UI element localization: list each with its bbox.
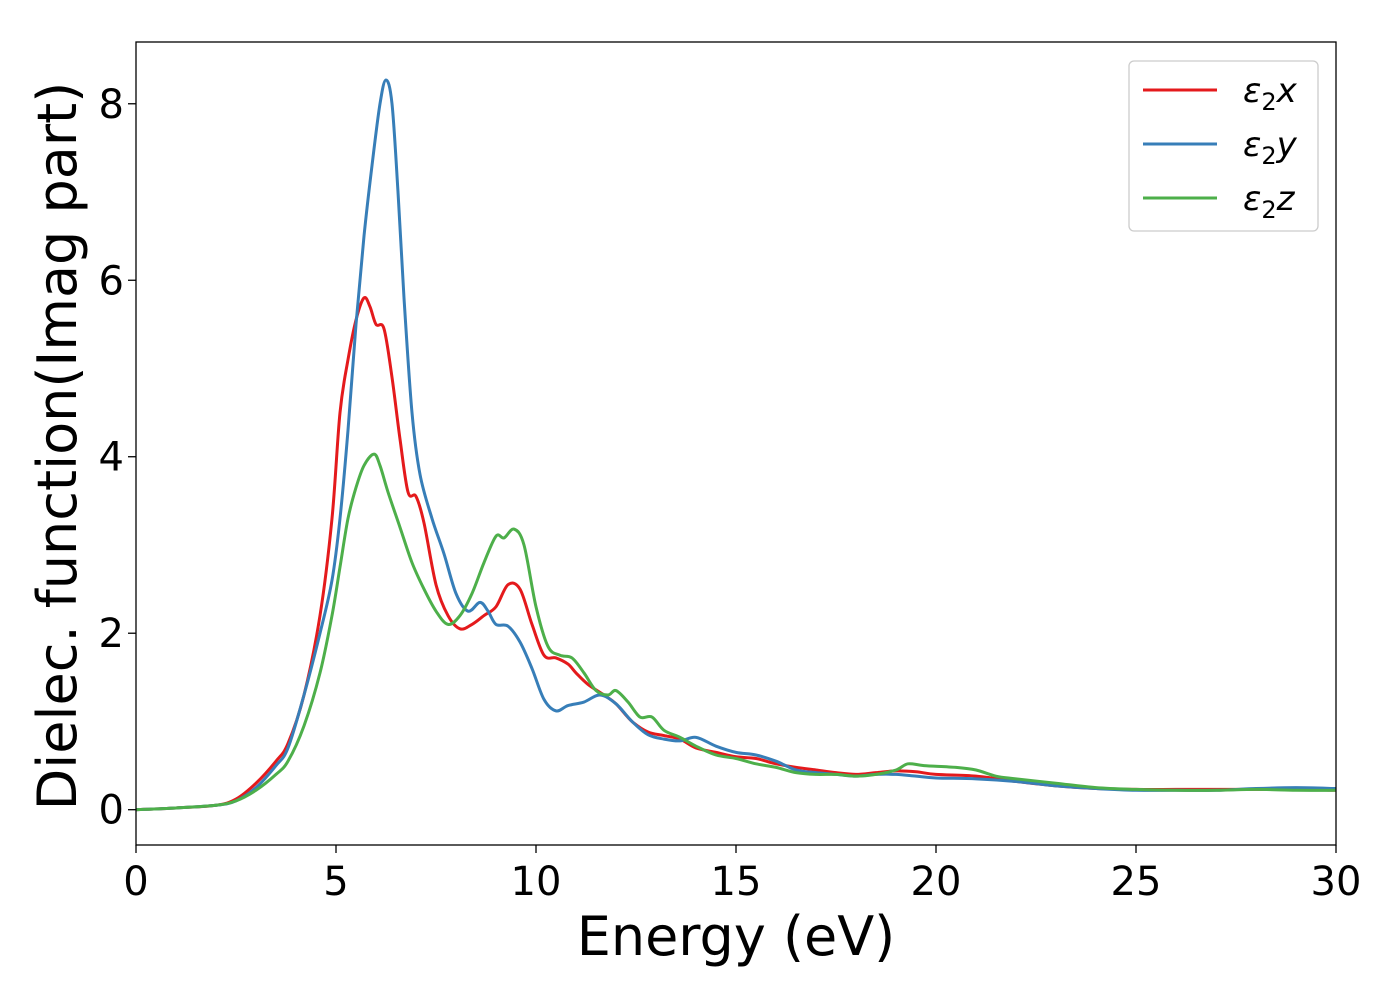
x-tick-label: 25 (1111, 859, 1162, 905)
series-lines (136, 78, 1336, 812)
x-tick-label: 15 (711, 859, 762, 905)
y-tick-label: 0 (99, 788, 124, 834)
legend-item-y: ε2y (1143, 125, 1298, 170)
y-tick-label: 6 (99, 258, 124, 304)
x-tick-label: 30 (1311, 859, 1362, 905)
axes: 0 5 10 15 20 25 30 0 2 4 6 8 (99, 41, 1362, 905)
legend-item-x: ε2x (1143, 71, 1298, 116)
y-tick-label: 8 (99, 82, 124, 128)
x-tick-label: 0 (123, 859, 148, 905)
legend-label: ε2x (1243, 71, 1298, 116)
y-axis-title: Dielec. function(Imag part) (26, 82, 89, 811)
plot-area (136, 78, 1336, 812)
legend-box (1128, 60, 1319, 232)
legend-label: ε2y (1243, 125, 1298, 170)
x-tick-label: 5 (323, 859, 348, 905)
x-tick-label: 10 (511, 859, 562, 905)
series-line-z (136, 452, 1336, 812)
series-line-y (136, 78, 1336, 812)
legend-item-z: ε2z (1143, 179, 1296, 224)
legend: ε2x ε2y ε2z (1128, 60, 1319, 232)
x-axis-title: Energy (eV) (577, 905, 896, 968)
x-tick-label: 20 (911, 859, 962, 905)
y-tick-label: 2 (99, 611, 124, 657)
series-line-x (136, 295, 1336, 812)
legend-label: ε2z (1243, 179, 1296, 224)
y-tick-label: 4 (99, 435, 124, 481)
